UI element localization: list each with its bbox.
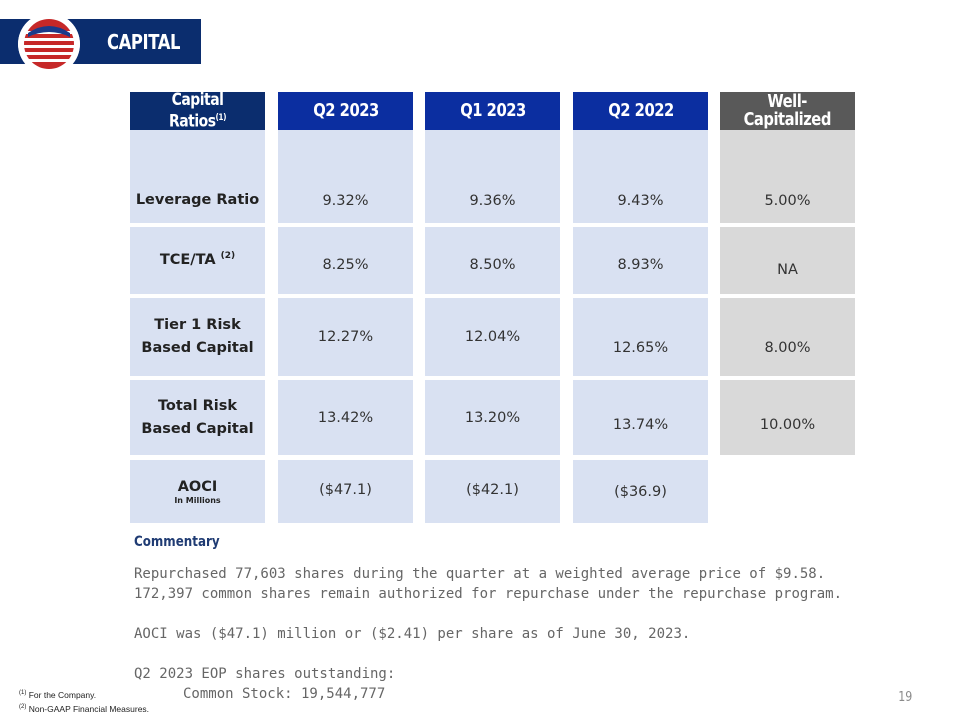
value-q2-2023-tce: 8.25%	[278, 227, 413, 294]
capital-ratios-title: Capital Ratios	[169, 90, 224, 132]
value-well-capitalized-tce: NA	[720, 227, 855, 294]
value-q2-2023-aoci: ($47.1)	[278, 460, 413, 523]
value-q2-2022-tce: 8.93%	[573, 227, 708, 294]
commentary-title: Commentary	[134, 534, 220, 550]
commentary-line-2: 172,397 common shares remain authorized …	[134, 586, 843, 602]
value-q2-2022-total: 13.74%	[573, 380, 708, 455]
value-q2-2022-leverage: 9.43%	[573, 130, 708, 223]
column-title: Q2 2023	[312, 100, 379, 121]
footnote-2: (2) Non-GAAP Financial Measures.	[19, 704, 150, 714]
row-label-aoci: AOCI In Millions	[130, 460, 265, 523]
value-well-capitalized-total: 10.00%	[720, 380, 855, 455]
flag-logo-icon	[18, 13, 80, 75]
row-label-total-risk: Total Risk Based Capital	[130, 380, 265, 455]
value-q1-2023-leverage: 9.36%	[425, 130, 560, 223]
commentary-line-3: AOCI was ($47.1) million or ($2.41) per …	[134, 626, 691, 642]
commentary-text: Repurchased 77,603 shares during the qua…	[134, 564, 842, 704]
value-q2-2022-tier1: 12.65%	[573, 298, 708, 376]
footnote-1: (1) For the Company.	[19, 690, 97, 700]
page-number: 19	[898, 690, 913, 705]
value-q2-2023-tier1: 12.27%	[278, 298, 413, 376]
value-q2-2023-leverage: 9.32%	[278, 130, 413, 223]
page-title: CAPITAL	[107, 30, 181, 54]
value-well-capitalized-leverage: 5.00%	[720, 130, 855, 223]
value-q1-2023-tce: 8.50%	[425, 227, 560, 294]
value-q1-2023-aoci: ($42.1)	[425, 460, 560, 523]
value-q1-2023-tier1: 12.04%	[425, 298, 560, 376]
well-capitalized-title-1: Well-	[767, 91, 808, 112]
row-label-tce-ta: TCE/TA (2)	[130, 227, 265, 294]
capital-ratios-note: (1)	[215, 113, 227, 124]
commentary-line-1: Repurchased 77,603 shares during the qua…	[134, 566, 826, 582]
value-q1-2023-total: 13.20%	[425, 380, 560, 455]
row-label-leverage-ratio: Leverage Ratio	[130, 130, 265, 223]
commentary-line-4: Q2 2023 EOP shares outstanding:	[134, 666, 396, 682]
value-q2-2023-total: 13.42%	[278, 380, 413, 455]
well-capitalized-title-2: Capitalized	[743, 109, 832, 130]
value-well-capitalized-tier1: 8.00%	[720, 298, 855, 376]
aoci-units: In Millions	[174, 495, 221, 505]
value-q2-2022-aoci: ($36.9)	[573, 460, 708, 523]
column-title: Q1 2023	[459, 100, 526, 121]
row-label-tier1: Tier 1 Risk Based Capital	[130, 298, 265, 376]
column-title: Q2 2022	[607, 100, 674, 121]
commentary-line-5: Common Stock: 19,544,777	[183, 686, 386, 702]
